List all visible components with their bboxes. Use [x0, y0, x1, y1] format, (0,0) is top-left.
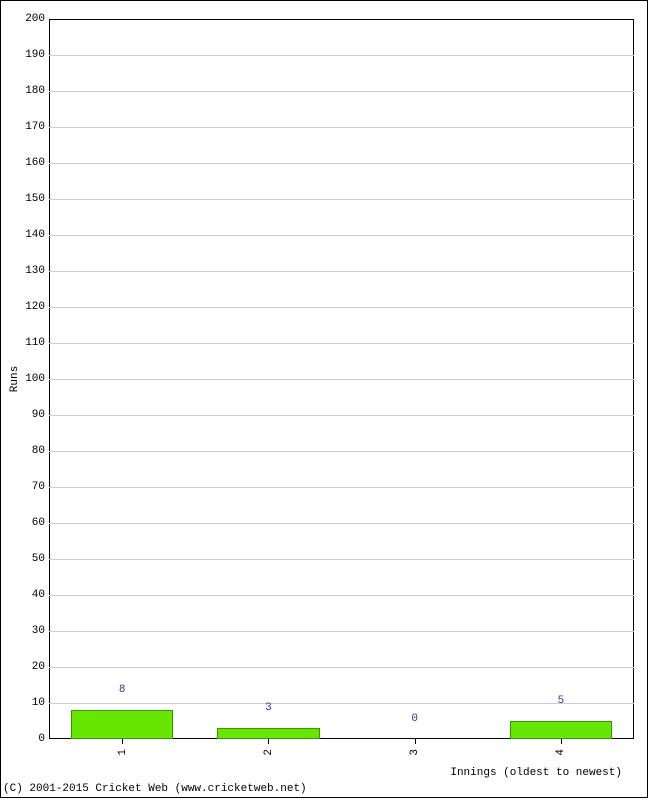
- gridline: [49, 487, 634, 488]
- gridline: [49, 595, 634, 596]
- chart-frame: 0102030405060708090100110120130140150160…: [0, 0, 648, 798]
- y-tick-label: 170: [25, 121, 49, 133]
- bar-value-label: 5: [558, 695, 565, 707]
- y-axis-label: Runs: [9, 366, 21, 392]
- gridline: [49, 631, 634, 632]
- bar: [510, 721, 612, 739]
- y-tick-label: 70: [32, 481, 49, 493]
- footer-text: (C) 2001-2015 Cricket Web (www.cricketwe…: [3, 783, 307, 795]
- bar-value-label: 8: [119, 684, 126, 696]
- gridline: [49, 127, 634, 128]
- gridline: [49, 451, 634, 452]
- gridline: [49, 235, 634, 236]
- y-tick-label: 160: [25, 157, 49, 169]
- y-tick-label: 130: [25, 265, 49, 277]
- y-tick-label: 40: [32, 589, 49, 601]
- y-tick-label: 50: [32, 553, 49, 565]
- gridline: [49, 379, 634, 380]
- y-tick-label: 100: [25, 373, 49, 385]
- gridline: [49, 163, 634, 164]
- bar: [217, 728, 319, 739]
- gridline: [49, 667, 634, 668]
- gridline: [49, 523, 634, 524]
- y-tick-label: 200: [25, 13, 49, 25]
- y-tick-label: 150: [25, 193, 49, 205]
- bar-value-label: 0: [411, 713, 418, 725]
- y-tick-label: 60: [32, 517, 49, 529]
- x-tick-mark: [561, 739, 562, 744]
- x-tick-mark: [415, 739, 416, 744]
- bar: [71, 710, 173, 739]
- y-tick-label: 140: [25, 229, 49, 241]
- x-axis-label: Innings (oldest to newest): [450, 767, 622, 779]
- bar-value-label: 3: [265, 702, 272, 714]
- x-tick-label: 3: [409, 749, 421, 756]
- gridline: [49, 415, 634, 416]
- x-tick-label: 1: [117, 749, 129, 756]
- x-tick-label: 4: [555, 749, 567, 756]
- gridline: [49, 55, 634, 56]
- gridline: [49, 343, 634, 344]
- plot-area: 0102030405060708090100110120130140150160…: [49, 19, 634, 739]
- y-tick-label: 120: [25, 301, 49, 313]
- x-tick-label: 2: [263, 749, 275, 756]
- y-tick-label: 0: [38, 733, 49, 745]
- y-tick-label: 10: [32, 697, 49, 709]
- y-tick-label: 80: [32, 445, 49, 457]
- y-tick-label: 190: [25, 49, 49, 61]
- y-tick-label: 180: [25, 85, 49, 97]
- x-tick-mark: [122, 739, 123, 744]
- gridline: [49, 307, 634, 308]
- gridline: [49, 199, 634, 200]
- gridline: [49, 271, 634, 272]
- x-tick-mark: [268, 739, 269, 744]
- y-tick-label: 20: [32, 661, 49, 673]
- y-tick-label: 30: [32, 625, 49, 637]
- gridline: [49, 559, 634, 560]
- gridline: [49, 703, 634, 704]
- y-tick-label: 110: [25, 337, 49, 349]
- gridline: [49, 91, 634, 92]
- y-tick-label: 90: [32, 409, 49, 421]
